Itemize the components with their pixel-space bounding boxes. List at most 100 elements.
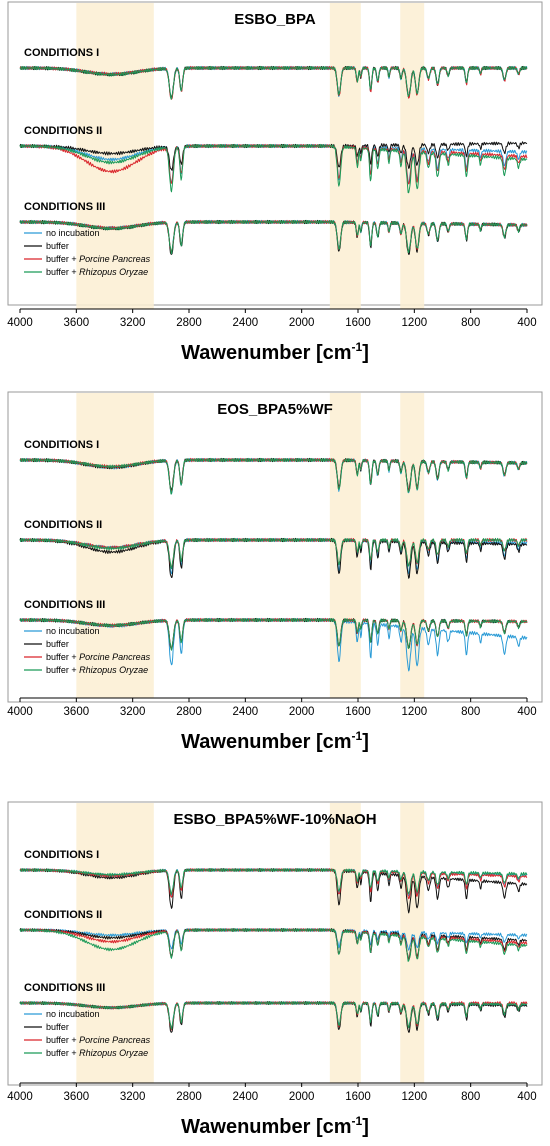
legend-entry: no incubation	[46, 626, 100, 636]
legend-entry: buffer	[46, 241, 69, 251]
x-tick-label: 2000	[289, 1091, 315, 1103]
spectrum-line	[19, 868, 528, 895]
x-axis-label-end: ]	[362, 342, 369, 364]
spectrum-line	[19, 537, 528, 570]
x-tick-label: 3200	[120, 317, 146, 329]
x-tick-label: 4000	[7, 706, 33, 718]
legend-text: buffer +	[46, 267, 79, 277]
legend-text-italic: Rhizopus Oryzae	[79, 1048, 148, 1058]
condition-label: CONDITIONS II	[24, 125, 102, 137]
spectrum-line	[19, 219, 528, 255]
x-tick-label: 4000	[7, 317, 33, 329]
legend-text: buffer +	[46, 665, 79, 675]
spectrum-line	[19, 143, 528, 185]
condition-label: CONDITIONS III	[24, 599, 105, 611]
x-tick-label: 800	[461, 706, 480, 718]
panel-frame	[7, 391, 543, 703]
condition-label: CONDITIONS I	[24, 439, 99, 451]
legend-text: buffer	[46, 1022, 69, 1032]
x-tick-label: 400	[517, 317, 536, 329]
condition-label: CONDITIONS I	[24, 849, 99, 861]
legend-entry: buffer + Rhizopus Oryzae	[46, 267, 148, 277]
legend-entry: no incubation	[46, 1009, 100, 1019]
x-tick-label: 1200	[402, 317, 428, 329]
legend-text: buffer +	[46, 1035, 79, 1045]
spectrum-line	[19, 617, 528, 651]
legend-text-italic: Porcine Pancreas	[79, 1035, 151, 1045]
x-axis-label-text: Wawenumber [cm	[181, 342, 351, 364]
legend-text: no incubation	[46, 228, 100, 238]
legend-text: buffer +	[46, 1048, 79, 1058]
legend-entry: buffer	[46, 639, 69, 649]
spectrum-line	[19, 143, 528, 194]
legend-text: buffer +	[46, 254, 79, 264]
x-axis-label-superscript: -1	[352, 340, 363, 354]
x-tick-label: 800	[461, 317, 480, 329]
condition-label: CONDITIONS III	[24, 982, 105, 994]
x-tick-label: 3600	[64, 706, 90, 718]
x-axis-label-superscript: -1	[352, 729, 363, 743]
x-axis-label: Wawenumber [cm-1]	[181, 340, 369, 364]
x-tick-label: 400	[517, 1091, 536, 1103]
x-tick-label: 2400	[233, 317, 259, 329]
legend-entry: buffer	[46, 1022, 69, 1032]
x-tick-label: 1200	[402, 1091, 428, 1103]
spectra-panel-1: ESBO_BPA CONDITIONS I CONDITIONS II CONDITI…	[7, 1, 543, 364]
x-tick-label: 3200	[120, 706, 146, 718]
x-axis-label-text: Wawenumber [cm	[181, 731, 351, 753]
panel-title: ESBO_BPA5%WF-10%NaOH	[173, 811, 376, 828]
panel-frame	[7, 801, 543, 1086]
spectrum-line	[19, 928, 528, 951]
condition-label: CONDITIONS II	[24, 519, 102, 531]
x-tick-label: 2800	[176, 1091, 202, 1103]
x-tick-label: 1200	[402, 706, 428, 718]
highlight-band-2	[329, 803, 361, 1083]
panel-title: EOS_BPA5%WF	[217, 401, 333, 418]
x-tick-label: 800	[461, 1091, 480, 1103]
x-axis-label-text: Wawenumber [cm	[181, 1116, 351, 1138]
legend-text: no incubation	[46, 626, 100, 636]
legend-entry: no incubation	[46, 228, 100, 238]
legend-entry: buffer + Porcine Pancreas	[46, 254, 151, 264]
legend-text-italic: Porcine Pancreas	[79, 652, 151, 662]
spectra-panel-3: ESBO_BPA5%WF-10%NaOH CONDITIONS I CONDITIO…	[7, 801, 543, 1138]
condition-label: CONDITIONS I	[24, 47, 99, 59]
x-tick-label: 2000	[289, 317, 315, 329]
legend-entry: buffer + Rhizopus Oryzae	[46, 1048, 148, 1058]
condition-label: CONDITIONS II	[24, 909, 102, 921]
x-tick-label: 3200	[120, 1091, 146, 1103]
x-tick-label: 1600	[345, 706, 371, 718]
x-tick-label: 3600	[64, 317, 90, 329]
x-tick-label: 2000	[289, 706, 315, 718]
spectrum-line	[19, 65, 528, 100]
highlight-band-1	[76, 3, 154, 309]
x-axis-label: Wawenumber [cm-1]	[181, 1114, 369, 1138]
legend-text: buffer +	[46, 652, 79, 662]
x-tick-label: 2800	[176, 317, 202, 329]
panel-title: ESBO_BPA	[234, 11, 316, 28]
x-tick-label: 400	[517, 706, 536, 718]
x-axis-label: Wawenumber [cm-1]	[181, 729, 369, 753]
x-tick-label: 3600	[64, 1091, 90, 1103]
legend-text-italic: Porcine Pancreas	[79, 254, 151, 264]
x-tick-label: 1600	[345, 1091, 371, 1103]
spectrum-line	[19, 1001, 528, 1030]
x-axis-label-end: ]	[362, 1116, 369, 1138]
x-axis-label-superscript: -1	[352, 1114, 363, 1128]
legend-text: no incubation	[46, 1009, 100, 1019]
panel-frame	[7, 1, 543, 306]
x-tick-label: 4000	[7, 1091, 33, 1103]
legend-text: buffer	[46, 241, 69, 251]
legend-text: buffer	[46, 639, 69, 649]
legend-text-italic: Rhizopus Oryzae	[79, 665, 148, 675]
x-tick-label: 2800	[176, 706, 202, 718]
legend-entry: buffer + Rhizopus Oryzae	[46, 665, 148, 675]
legend-entry: buffer + Porcine Pancreas	[46, 1035, 151, 1045]
x-tick-label: 2400	[233, 706, 259, 718]
x-axis-label-end: ]	[362, 731, 369, 753]
condition-label: CONDITIONS III	[24, 201, 105, 213]
spectra-panel-2: EOS_BPA5%WF CONDITIONS I CONDITIONS II COND…	[7, 391, 543, 753]
legend-text-italic: Rhizopus Oryzae	[79, 267, 148, 277]
legend-entry: buffer + Porcine Pancreas	[46, 652, 151, 662]
